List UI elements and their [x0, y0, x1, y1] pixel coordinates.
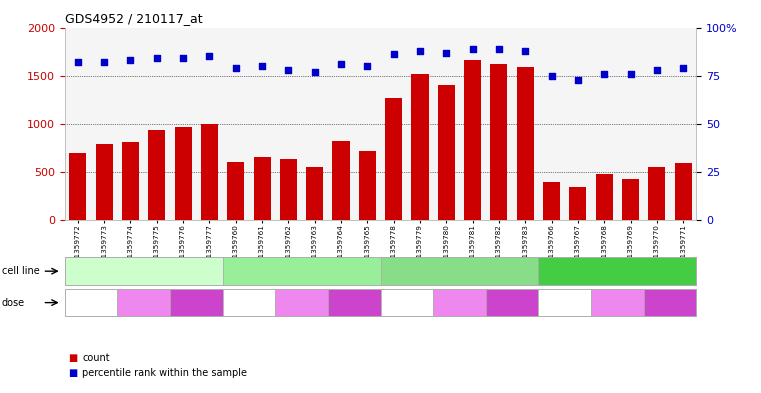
Point — [677, 65, 689, 71]
Bar — [674, 163, 692, 220]
Bar — [596, 174, 613, 220]
Bar — [96, 144, 113, 220]
Point — [335, 61, 347, 67]
Text: control: control — [392, 298, 422, 307]
Text: ■: ■ — [68, 353, 78, 363]
Point — [230, 65, 242, 71]
Text: control: control — [550, 298, 579, 307]
Text: control: control — [234, 298, 263, 307]
Bar — [228, 162, 244, 220]
Bar — [648, 167, 665, 220]
Point — [546, 72, 558, 79]
Bar — [306, 167, 323, 220]
Bar — [464, 60, 481, 220]
Bar — [333, 141, 349, 220]
Point — [203, 53, 215, 59]
Text: NCIH660: NCIH660 — [279, 266, 324, 276]
Text: ■: ■ — [68, 368, 78, 378]
Bar — [148, 130, 165, 220]
Point — [651, 67, 663, 73]
Text: 10 uM: 10 uM — [341, 298, 367, 307]
Point — [440, 50, 452, 56]
Bar — [412, 74, 428, 220]
Point — [414, 48, 426, 54]
Text: dose: dose — [2, 298, 24, 308]
Text: 0.5 uM: 0.5 uM — [129, 298, 158, 307]
Text: cell line: cell line — [2, 266, 40, 276]
Point — [124, 57, 136, 63]
Point — [625, 71, 637, 77]
Point — [98, 59, 110, 65]
Point — [466, 46, 479, 52]
Bar — [543, 182, 560, 220]
Point — [572, 76, 584, 83]
Point — [256, 63, 268, 69]
Bar — [201, 124, 218, 220]
Text: PC3: PC3 — [449, 266, 470, 276]
Bar — [490, 64, 508, 220]
Text: VCAP: VCAP — [603, 266, 632, 276]
Point — [72, 59, 84, 65]
Bar — [438, 85, 455, 220]
Point — [598, 71, 610, 77]
Point — [309, 69, 321, 75]
Text: 0.5 uM: 0.5 uM — [445, 298, 473, 307]
Point — [151, 55, 163, 61]
Text: LNCAP: LNCAP — [126, 266, 161, 276]
Bar — [174, 127, 192, 220]
Point — [387, 51, 400, 58]
Text: 10 uM: 10 uM — [657, 298, 683, 307]
Bar — [358, 151, 376, 220]
Text: 0.5 uM: 0.5 uM — [603, 298, 632, 307]
Text: 10 uM: 10 uM — [183, 298, 209, 307]
Point — [177, 55, 189, 61]
Bar — [253, 156, 271, 220]
Text: count: count — [82, 353, 110, 363]
Text: 0.5 uM: 0.5 uM — [288, 298, 316, 307]
Bar — [280, 160, 297, 220]
Text: control: control — [76, 298, 106, 307]
Bar — [385, 98, 403, 220]
Bar — [569, 187, 587, 220]
Point — [493, 46, 505, 52]
Text: GDS4952 / 210117_at: GDS4952 / 210117_at — [65, 12, 202, 25]
Bar — [517, 67, 533, 220]
Point — [361, 63, 374, 69]
Bar — [69, 152, 87, 220]
Text: 10 uM: 10 uM — [499, 298, 525, 307]
Text: percentile rank within the sample: percentile rank within the sample — [82, 368, 247, 378]
Bar — [122, 141, 139, 220]
Point — [519, 48, 531, 54]
Point — [282, 67, 295, 73]
Bar — [622, 179, 639, 220]
